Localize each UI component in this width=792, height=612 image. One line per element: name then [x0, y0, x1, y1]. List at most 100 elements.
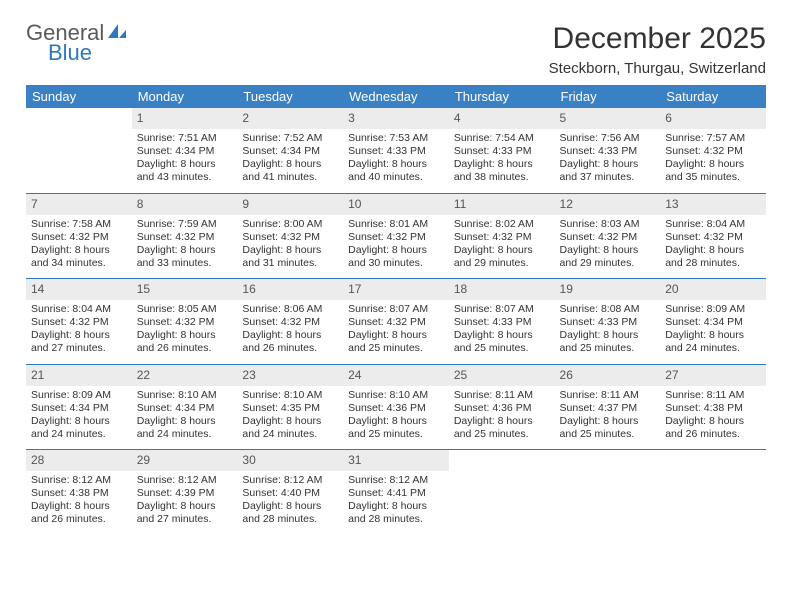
day-body: Sunrise: 8:10 AMSunset: 4:35 PMDaylight:… — [237, 386, 343, 450]
day-header: Wednesday — [343, 85, 449, 108]
calendar-cell: 10Sunrise: 8:01 AMSunset: 4:32 PMDayligh… — [343, 193, 449, 279]
day-header: Thursday — [449, 85, 555, 108]
day-body: Sunrise: 8:06 AMSunset: 4:32 PMDaylight:… — [237, 300, 343, 364]
day-body: Sunrise: 8:12 AMSunset: 4:41 PMDaylight:… — [343, 471, 449, 535]
sunset-text: Sunset: 4:34 PM — [137, 402, 233, 415]
calendar-cell: 6Sunrise: 7:57 AMSunset: 4:32 PMDaylight… — [660, 108, 766, 193]
sunset-text: Sunset: 4:36 PM — [348, 402, 444, 415]
day-body: Sunrise: 8:12 AMSunset: 4:40 PMDaylight:… — [237, 471, 343, 535]
day-body: Sunrise: 7:53 AMSunset: 4:33 PMDaylight:… — [343, 129, 449, 193]
calendar-cell: 16Sunrise: 8:06 AMSunset: 4:32 PMDayligh… — [237, 279, 343, 365]
calendar-week: 14Sunrise: 8:04 AMSunset: 4:32 PMDayligh… — [26, 279, 766, 365]
daylight-text: Daylight: 8 hours and 28 minutes. — [348, 500, 444, 526]
day-body: Sunrise: 8:11 AMSunset: 4:38 PMDaylight:… — [660, 386, 766, 450]
calendar-cell: 12Sunrise: 8:03 AMSunset: 4:32 PMDayligh… — [555, 193, 661, 279]
day-number: 6 — [660, 108, 766, 129]
sunset-text: Sunset: 4:33 PM — [348, 145, 444, 158]
sunrise-text: Sunrise: 7:51 AM — [137, 132, 233, 145]
day-body: Sunrise: 7:57 AMSunset: 4:32 PMDaylight:… — [660, 129, 766, 193]
page-root: General Blue December 2025 Steckborn, Th… — [0, 0, 792, 545]
sunset-text: Sunset: 4:39 PM — [137, 487, 233, 500]
daylight-text: Daylight: 8 hours and 24 minutes. — [31, 415, 127, 441]
day-body: Sunrise: 8:09 AMSunset: 4:34 PMDaylight:… — [26, 386, 132, 450]
daylight-text: Daylight: 8 hours and 24 minutes. — [242, 415, 338, 441]
daylight-text: Daylight: 8 hours and 25 minutes. — [560, 329, 656, 355]
calendar-cell — [26, 108, 132, 193]
day-body: Sunrise: 8:04 AMSunset: 4:32 PMDaylight:… — [26, 300, 132, 364]
calendar-cell: 13Sunrise: 8:04 AMSunset: 4:32 PMDayligh… — [660, 193, 766, 279]
day-body: Sunrise: 7:58 AMSunset: 4:32 PMDaylight:… — [26, 215, 132, 279]
day-body: Sunrise: 8:07 AMSunset: 4:32 PMDaylight:… — [343, 300, 449, 364]
day-number: 7 — [26, 194, 132, 215]
calendar-cell — [660, 450, 766, 535]
sunrise-text: Sunrise: 8:08 AM — [560, 303, 656, 316]
header: General Blue December 2025 Steckborn, Th… — [26, 22, 766, 77]
sunset-text: Sunset: 4:40 PM — [242, 487, 338, 500]
day-number: 2 — [237, 108, 343, 129]
daylight-text: Daylight: 8 hours and 33 minutes. — [137, 244, 233, 270]
daylight-text: Daylight: 8 hours and 37 minutes. — [560, 158, 656, 184]
daylight-text: Daylight: 8 hours and 24 minutes. — [665, 329, 761, 355]
day-number: 18 — [449, 279, 555, 300]
day-body: Sunrise: 8:08 AMSunset: 4:33 PMDaylight:… — [555, 300, 661, 364]
sunrise-text: Sunrise: 8:07 AM — [348, 303, 444, 316]
day-body: Sunrise: 8:04 AMSunset: 4:32 PMDaylight:… — [660, 215, 766, 279]
day-body: Sunrise: 8:11 AMSunset: 4:37 PMDaylight:… — [555, 386, 661, 450]
calendar-body: 1Sunrise: 7:51 AMSunset: 4:34 PMDaylight… — [26, 108, 766, 535]
calendar-cell: 7Sunrise: 7:58 AMSunset: 4:32 PMDaylight… — [26, 193, 132, 279]
sail-icon — [106, 22, 128, 44]
sunset-text: Sunset: 4:32 PM — [31, 316, 127, 329]
daylight-text: Daylight: 8 hours and 26 minutes. — [665, 415, 761, 441]
calendar-cell: 18Sunrise: 8:07 AMSunset: 4:33 PMDayligh… — [449, 279, 555, 365]
day-header: Sunday — [26, 85, 132, 108]
calendar-cell: 25Sunrise: 8:11 AMSunset: 4:36 PMDayligh… — [449, 364, 555, 450]
day-number: 19 — [555, 279, 661, 300]
sunset-text: Sunset: 4:35 PM — [242, 402, 338, 415]
sunrise-text: Sunrise: 8:12 AM — [31, 474, 127, 487]
calendar-cell: 5Sunrise: 7:56 AMSunset: 4:33 PMDaylight… — [555, 108, 661, 193]
sunset-text: Sunset: 4:41 PM — [348, 487, 444, 500]
day-number: 30 — [237, 450, 343, 471]
calendar-cell — [555, 450, 661, 535]
day-number: 10 — [343, 194, 449, 215]
sunrise-text: Sunrise: 7:58 AM — [31, 218, 127, 231]
calendar-cell: 9Sunrise: 8:00 AMSunset: 4:32 PMDaylight… — [237, 193, 343, 279]
day-body: Sunrise: 7:52 AMSunset: 4:34 PMDaylight:… — [237, 129, 343, 193]
sunrise-text: Sunrise: 8:10 AM — [348, 389, 444, 402]
location-text: Steckborn, Thurgau, Switzerland — [549, 60, 766, 77]
day-number: 4 — [449, 108, 555, 129]
calendar-cell: 30Sunrise: 8:12 AMSunset: 4:40 PMDayligh… — [237, 450, 343, 535]
sunset-text: Sunset: 4:33 PM — [560, 316, 656, 329]
sunrise-text: Sunrise: 8:11 AM — [665, 389, 761, 402]
sunrise-text: Sunrise: 8:12 AM — [137, 474, 233, 487]
sunrise-text: Sunrise: 8:00 AM — [242, 218, 338, 231]
day-body: Sunrise: 8:12 AMSunset: 4:39 PMDaylight:… — [132, 471, 238, 535]
calendar-cell: 22Sunrise: 8:10 AMSunset: 4:34 PMDayligh… — [132, 364, 238, 450]
calendar-cell: 11Sunrise: 8:02 AMSunset: 4:32 PMDayligh… — [449, 193, 555, 279]
calendar-cell: 14Sunrise: 8:04 AMSunset: 4:32 PMDayligh… — [26, 279, 132, 365]
day-body: Sunrise: 8:07 AMSunset: 4:33 PMDaylight:… — [449, 300, 555, 364]
day-body: Sunrise: 8:05 AMSunset: 4:32 PMDaylight:… — [132, 300, 238, 364]
sunset-text: Sunset: 4:36 PM — [454, 402, 550, 415]
day-number: 26 — [555, 365, 661, 386]
calendar-cell: 20Sunrise: 8:09 AMSunset: 4:34 PMDayligh… — [660, 279, 766, 365]
calendar-cell: 15Sunrise: 8:05 AMSunset: 4:32 PMDayligh… — [132, 279, 238, 365]
sunrise-text: Sunrise: 8:07 AM — [454, 303, 550, 316]
day-body: Sunrise: 7:51 AMSunset: 4:34 PMDaylight:… — [132, 129, 238, 193]
calendar-cell: 19Sunrise: 8:08 AMSunset: 4:33 PMDayligh… — [555, 279, 661, 365]
sunrise-text: Sunrise: 7:57 AM — [665, 132, 761, 145]
sunset-text: Sunset: 4:33 PM — [560, 145, 656, 158]
calendar-week: 28Sunrise: 8:12 AMSunset: 4:38 PMDayligh… — [26, 450, 766, 535]
day-body: Sunrise: 7:56 AMSunset: 4:33 PMDaylight:… — [555, 129, 661, 193]
day-number: 3 — [343, 108, 449, 129]
calendar-header-row: Sunday Monday Tuesday Wednesday Thursday… — [26, 85, 766, 108]
daylight-text: Daylight: 8 hours and 27 minutes. — [31, 329, 127, 355]
sunrise-text: Sunrise: 8:12 AM — [242, 474, 338, 487]
page-title: December 2025 — [549, 22, 766, 56]
sunrise-text: Sunrise: 8:10 AM — [242, 389, 338, 402]
sunrise-text: Sunrise: 8:01 AM — [348, 218, 444, 231]
sunrise-text: Sunrise: 7:52 AM — [242, 132, 338, 145]
day-number: 27 — [660, 365, 766, 386]
sunset-text: Sunset: 4:34 PM — [242, 145, 338, 158]
day-header: Saturday — [660, 85, 766, 108]
